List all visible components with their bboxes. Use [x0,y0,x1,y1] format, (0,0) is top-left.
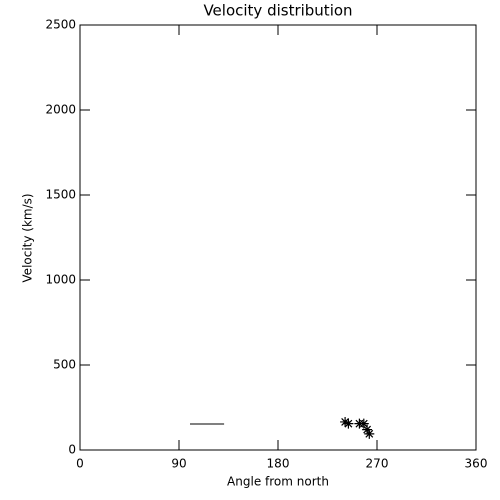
y-axis-label: Velocity (km/s) [21,193,35,282]
y-tick-label: 1500 [45,188,76,202]
asterisk-point [358,418,369,429]
x-tick-label: 360 [465,457,488,471]
y-tick-label: 2000 [45,103,76,117]
asterisk-point [364,428,375,439]
asterisk-point [343,418,354,429]
asterisk-point [362,424,373,435]
plot-frame [79,24,477,451]
x-tick-label: 0 [76,457,84,471]
asterisk-point [340,416,351,427]
y-tick-label: 500 [53,358,76,372]
x-tick-label: 180 [267,457,290,471]
y-tick-label: 0 [68,443,76,457]
x-tick-label: 270 [366,457,389,471]
x-axis-label: Angle from north [227,475,329,489]
y-tick-label: 1000 [45,273,76,287]
x-tick-label: 90 [171,457,186,471]
y-tick-label: 2500 [45,18,76,32]
chart-title: Velocity distribution [203,2,352,20]
